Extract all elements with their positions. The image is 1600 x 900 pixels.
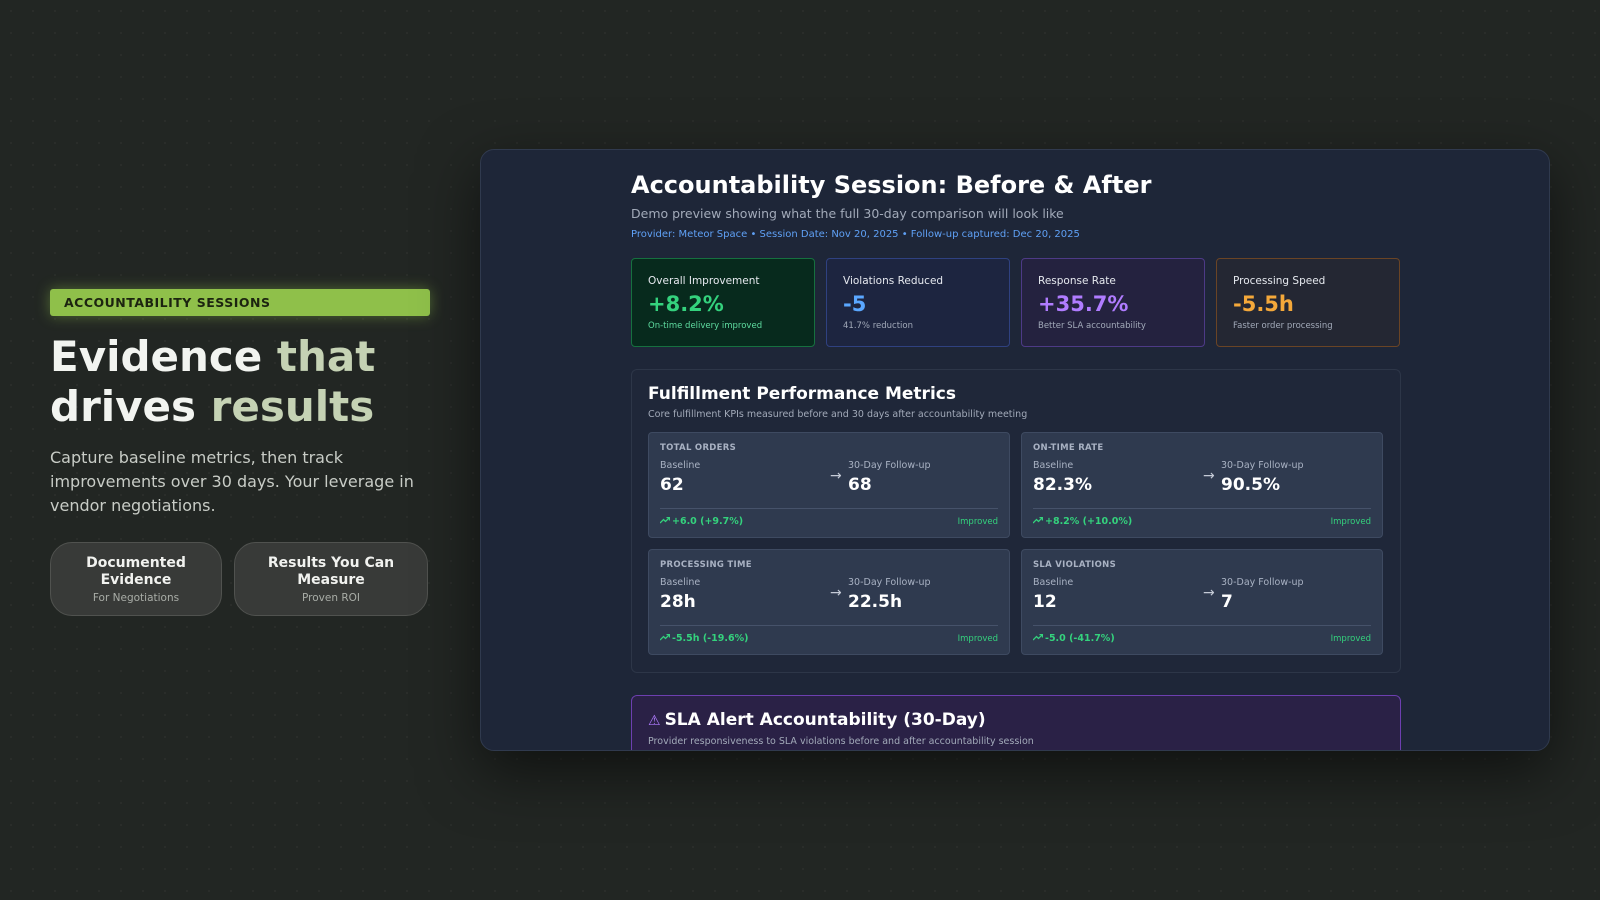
stat-processing-speed: Processing Speed -5.5h Faster order proc… <box>1216 258 1400 347</box>
trending-up-icon <box>659 633 672 644</box>
change-value: +6.0 (+9.7%) <box>672 516 744 527</box>
trending-up-icon <box>1032 633 1045 644</box>
status-label: Improved <box>1330 516 1371 527</box>
followup-label: 30-Day Follow-up <box>848 460 931 471</box>
followup-label: 30-Day Follow-up <box>848 577 931 588</box>
baseline-label: Baseline <box>1033 460 1074 471</box>
preview-content: Accountability Session: Before & After D… <box>631 170 1401 750</box>
change-value: +8.2% (+10.0%) <box>1045 516 1133 527</box>
arrow-right-icon: → <box>1203 468 1215 484</box>
section-subtitle: Core fulfillment KPIs measured before an… <box>648 409 1028 420</box>
fulfillment-metrics-section: Fulfillment Performance Metrics Core ful… <box>631 369 1401 673</box>
alert-title: SLA Alert Accountability (30-Day) <box>664 710 986 730</box>
baseline-label: Baseline <box>660 577 701 588</box>
followup-value: 7 <box>1221 592 1233 612</box>
metric-title: ON-TIME RATE <box>1033 443 1104 453</box>
followup-label: 30-Day Follow-up <box>1221 460 1304 471</box>
baseline-label: Baseline <box>1033 577 1074 588</box>
headline-part: Evidence <box>50 332 277 381</box>
stat-desc: Faster order processing <box>1233 321 1333 331</box>
stat-response-rate: Response Rate +35.7% Better SLA accounta… <box>1021 258 1205 347</box>
page-subtitle: Demo preview showing what the full 30-da… <box>631 206 1064 221</box>
metric-title: PROCESSING TIME <box>660 560 752 570</box>
status-label: Improved <box>957 633 998 644</box>
feature-pills: Documented Evidence For Negotiations Res… <box>50 542 430 616</box>
followup-value: 90.5% <box>1221 475 1280 495</box>
arrow-right-icon: → <box>830 585 842 601</box>
preview-panel[interactable]: Accountability Session: Before & After D… <box>480 149 1550 751</box>
followup-label: 30-Day Follow-up <box>1221 577 1304 588</box>
summary-stats: Overall Improvement +8.2% On-time delive… <box>631 258 1401 347</box>
stat-desc: 41.7% reduction <box>843 321 913 331</box>
pill-subtitle: For Negotiations <box>92 591 180 604</box>
section-badge: ACCOUNTABILITY SESSIONS <box>50 289 430 316</box>
pill-title: Results You Can Measure <box>267 554 395 588</box>
trending-up-icon <box>659 516 672 527</box>
pill-results-measure[interactable]: Results You Can Measure Proven ROI <box>234 542 428 616</box>
headline-accent: results <box>210 382 375 431</box>
metric-card-total-orders: TOTAL ORDERS Baseline 62 → 30-Day Follow-… <box>648 432 1010 538</box>
trending-up-icon <box>1032 516 1045 527</box>
alert-title-row: ⚠ SLA Alert Accountability (30-Day) <box>648 710 1384 731</box>
stat-value: -5.5h <box>1233 292 1294 316</box>
stat-violations-reduced: Violations Reduced -5 41.7% reduction <box>826 258 1010 347</box>
followup-value: 68 <box>848 475 872 495</box>
page-title: Accountability Session: Before & After <box>631 171 1152 199</box>
baseline-label: Baseline <box>660 460 701 471</box>
warning-triangle-icon: ⚠ <box>648 713 661 729</box>
status-label: Improved <box>1330 633 1371 644</box>
pill-documented-evidence[interactable]: Documented Evidence For Negotiations <box>50 542 222 616</box>
metric-cards: TOTAL ORDERS Baseline 62 → 30-Day Follow-… <box>648 432 1384 655</box>
hero-headline: Evidence that drives results <box>50 332 430 432</box>
stat-desc: On-time delivery improved <box>648 321 763 331</box>
metric-card-processing-time: PROCESSING TIME Baseline 28h → 30-Day Fol… <box>648 549 1010 655</box>
metric-title: TOTAL ORDERS <box>660 443 737 453</box>
headline-accent: that <box>276 332 376 381</box>
stat-value: -5 <box>843 292 867 316</box>
pill-title: Documented Evidence <box>86 554 186 588</box>
stat-value: +35.7% <box>1038 292 1129 316</box>
followup-value: 22.5h <box>848 592 903 612</box>
stat-label: Response Rate <box>1038 275 1116 287</box>
stat-overall-improvement: Overall Improvement +8.2% On-time delive… <box>631 258 815 347</box>
section-title: Fulfillment Performance Metrics <box>648 384 956 404</box>
arrow-right-icon: → <box>830 468 842 484</box>
hero-section: ACCOUNTABILITY SESSIONS Evidence that dr… <box>50 289 430 616</box>
change-value: -5.5h (-19.6%) <box>672 633 749 644</box>
metric-card-sla-violations: SLA VIOLATIONS Baseline 12 → 30-Day Follo… <box>1021 549 1383 655</box>
metric-card-on-time-rate: ON-TIME RATE Baseline 82.3% → 30-Day Foll… <box>1021 432 1383 538</box>
stat-label: Overall Improvement <box>648 275 760 287</box>
baseline-value: 12 <box>1033 592 1057 612</box>
baseline-value: 82.3% <box>1033 475 1092 495</box>
baseline-value: 62 <box>660 475 684 495</box>
sla-alert-section: ⚠ SLA Alert Accountability (30-Day) Provi… <box>631 695 1401 750</box>
status-label: Improved <box>957 516 998 527</box>
alert-subtitle: Provider responsiveness to SLA violation… <box>648 736 1034 747</box>
change-value: -5.0 (-41.7%) <box>1045 633 1115 644</box>
metric-title: SLA VIOLATIONS <box>1033 560 1116 570</box>
stat-label: Violations Reduced <box>843 275 944 287</box>
arrow-right-icon: → <box>1203 585 1215 601</box>
stat-label: Processing Speed <box>1233 275 1326 287</box>
session-meta: Provider: Meteor Space • Session Date: N… <box>631 229 1080 240</box>
hero-lead: Capture baseline metrics, then track imp… <box>50 448 414 515</box>
baseline-value: 28h <box>660 592 696 612</box>
pill-subtitle: Proven ROI <box>302 591 360 604</box>
stat-value: +8.2% <box>648 292 724 316</box>
stat-desc: Better SLA accountability <box>1038 321 1146 331</box>
headline-part: drives <box>50 382 211 431</box>
